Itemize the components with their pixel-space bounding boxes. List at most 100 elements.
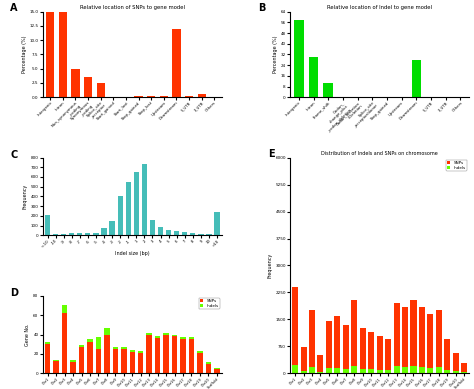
Bar (294, 20, 304, 97)
Bar (309, 310, 315, 373)
Bar (158, 226, 163, 235)
Bar (45, 344, 50, 373)
Bar (436, 367, 442, 373)
Bar (96, 349, 101, 373)
Bar (351, 366, 357, 373)
Bar (182, 232, 187, 235)
Text: B: B (258, 3, 265, 13)
Bar (164, 335, 169, 373)
X-axis label: Indel size (bp): Indel size (bp) (115, 251, 150, 256)
Bar (197, 351, 203, 353)
Bar (292, 287, 298, 373)
Bar (360, 328, 366, 373)
Bar (121, 347, 127, 349)
Bar (164, 333, 169, 335)
Bar (326, 368, 332, 373)
Bar (197, 353, 203, 373)
Bar (93, 233, 99, 235)
Bar (129, 350, 135, 352)
Bar (377, 370, 383, 373)
Bar (343, 325, 349, 373)
Bar (104, 328, 109, 335)
Bar (87, 339, 93, 342)
Bar (54, 360, 59, 361)
Bar (70, 362, 76, 373)
Bar (385, 370, 391, 373)
Bar (160, 96, 168, 97)
Bar (393, 303, 400, 373)
Y-axis label: Frequency: Frequency (23, 184, 28, 209)
Bar (155, 336, 160, 338)
Bar (146, 335, 152, 373)
Bar (402, 367, 408, 373)
Bar (135, 96, 143, 97)
Bar (185, 96, 193, 97)
Text: C: C (10, 150, 18, 160)
Bar (189, 337, 194, 339)
Bar (104, 335, 109, 373)
Bar (309, 57, 319, 97)
Bar (45, 342, 50, 344)
Bar (190, 233, 195, 235)
Bar (428, 368, 433, 373)
Bar (301, 347, 307, 373)
Bar (87, 342, 93, 373)
Y-axis label: Frequency: Frequency (267, 253, 273, 278)
Bar (368, 332, 374, 373)
Bar (206, 364, 211, 373)
Bar (126, 182, 131, 235)
Bar (410, 300, 417, 373)
Bar (214, 368, 219, 369)
Bar (334, 316, 340, 373)
Text: D: D (10, 288, 18, 298)
Bar (77, 233, 82, 235)
Bar (45, 215, 50, 235)
Bar (292, 365, 298, 373)
Bar (318, 355, 323, 373)
Bar (129, 352, 135, 373)
Bar (172, 335, 177, 336)
Bar (368, 369, 374, 373)
Bar (180, 339, 186, 373)
Bar (155, 338, 160, 373)
Title: Relative location of Indel to gene model: Relative location of Indel to gene model (327, 5, 432, 10)
Bar (138, 353, 144, 373)
Bar (453, 371, 459, 373)
Bar (198, 233, 203, 235)
Bar (206, 234, 211, 235)
Bar (377, 336, 383, 373)
Bar (385, 339, 391, 373)
Bar (351, 300, 357, 373)
Bar (85, 233, 91, 235)
Y-axis label: Percentage (%): Percentage (%) (273, 36, 278, 73)
Bar (419, 367, 425, 373)
Bar (150, 220, 155, 235)
Bar (411, 60, 421, 97)
Bar (402, 307, 408, 373)
Bar (318, 371, 323, 373)
Bar (70, 360, 76, 362)
Bar (79, 347, 84, 373)
Bar (419, 307, 425, 373)
Bar (334, 368, 340, 373)
Bar (61, 233, 66, 235)
Bar (180, 337, 186, 339)
Bar (142, 165, 147, 235)
Bar (121, 349, 127, 373)
Bar (410, 366, 417, 373)
Bar (444, 370, 450, 373)
Bar (109, 221, 115, 235)
Bar (54, 361, 59, 373)
Bar (84, 77, 92, 97)
Bar (166, 230, 171, 235)
Bar (173, 29, 181, 97)
Bar (118, 196, 123, 235)
Bar (46, 0, 55, 97)
Bar (101, 228, 107, 235)
Bar (172, 336, 177, 373)
Bar (79, 345, 84, 347)
Bar (198, 94, 206, 97)
Bar (113, 349, 118, 373)
Bar (134, 172, 139, 235)
Bar (338, 96, 348, 97)
